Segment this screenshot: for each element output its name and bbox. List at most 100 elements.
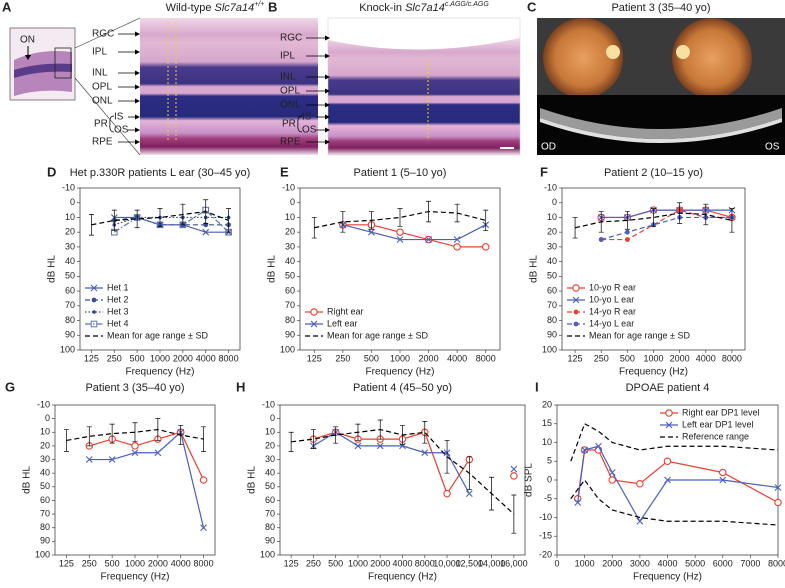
- x-tick-label: 125: [568, 353, 583, 363]
- y-tick-label: 50: [65, 271, 75, 281]
- data-point: [399, 442, 406, 450]
- error-bar: [203, 199, 209, 224]
- y-tick-label: 60: [40, 495, 50, 505]
- error-bar: [444, 440, 450, 474]
- x-axis-label: Frequency (Hz): [619, 367, 688, 378]
- eye-label: OS: [765, 142, 780, 153]
- series-line: [342, 224, 486, 241]
- x-tick-label: 250: [82, 558, 97, 568]
- legend-marker: [572, 296, 580, 304]
- layer-label: OS: [114, 125, 129, 136]
- genotype: +/+: [254, 1, 264, 8]
- legend-marker: [665, 421, 673, 429]
- x-axis-label: Frequency (Hz): [101, 572, 170, 583]
- data-point: [608, 476, 616, 484]
- arrow-head: [135, 70, 140, 76]
- legend-label: Het 4: [107, 318, 129, 328]
- y-tick-label: 10: [542, 437, 552, 447]
- x-tick-label: 8000: [194, 558, 214, 568]
- y-axis-label: dB SPL: [524, 463, 535, 497]
- layer-label: PR: [94, 119, 108, 130]
- y-tick-label: 20: [65, 227, 75, 237]
- y-tick-label: 0: [290, 197, 295, 207]
- y-axis-label: dB HL: [247, 466, 258, 494]
- x-tick-label: 4000: [447, 353, 467, 363]
- y-tick-label: 50: [40, 481, 50, 491]
- x-tick-label: 250: [107, 353, 122, 363]
- y-tick-label: 80: [40, 522, 50, 532]
- x-tick-label: 1000: [150, 353, 170, 363]
- error-bar: [226, 208, 232, 233]
- data-point: [154, 449, 162, 457]
- x-tick-label: 4000: [196, 353, 216, 363]
- y-tick-label: 20: [547, 227, 557, 237]
- x-tick-label: 500: [364, 353, 379, 363]
- y-axis-label: dB HL: [529, 255, 540, 283]
- error-bar: [63, 429, 69, 452]
- data-point: [718, 468, 727, 477]
- legend-marker: [573, 309, 579, 315]
- gene-name: Slc7a14: [215, 2, 255, 14]
- y-tick-label: 50: [547, 271, 557, 281]
- y-tick-label: 80: [265, 522, 275, 532]
- y-tick-label: 0: [547, 474, 552, 484]
- arrow-head: [325, 88, 330, 94]
- data-point: [465, 490, 473, 498]
- panel-label: C: [527, 0, 537, 14]
- legend-label: Reference range: [682, 431, 749, 441]
- series-line: [342, 224, 486, 248]
- error-bar: [703, 203, 709, 226]
- x-tick-label: 500: [130, 353, 145, 363]
- y-tick-label: 90: [547, 330, 557, 340]
- x-axis-label: Frequency (Hz): [366, 367, 435, 378]
- y-tick-label: 5: [547, 456, 552, 466]
- error-bar: [180, 203, 186, 226]
- legend-label: Left ear DP1 level: [682, 419, 754, 429]
- y-tick-label: -20: [539, 549, 552, 559]
- x-tick-label: 6000: [713, 558, 733, 568]
- y-tick-label: 60: [65, 285, 75, 295]
- y-tick-label: 10: [265, 427, 275, 437]
- series-line: [601, 209, 732, 241]
- error-bar: [624, 211, 630, 230]
- x-tick-label: 500: [620, 353, 635, 363]
- series-line: [577, 449, 779, 504]
- y-tick-label: 10: [40, 427, 50, 437]
- data-point: [108, 456, 116, 463]
- data-point: [774, 498, 782, 507]
- legend-marker: [572, 284, 580, 292]
- x-tick-label: 2000: [419, 353, 439, 363]
- x-tick-label: 16,000: [500, 558, 528, 568]
- chart-title: Patient 2 (10–15 yo): [604, 167, 703, 179]
- y-tick-label: 80: [547, 315, 557, 325]
- x-tick-label: 12,500: [456, 558, 484, 568]
- error-bar: [368, 211, 374, 230]
- error-bar: [483, 209, 489, 232]
- data-point: [443, 489, 451, 498]
- legend-marker: [90, 284, 98, 292]
- genotype: c.AGG/c.AGG: [445, 1, 490, 8]
- x-tick-label: 500: [328, 558, 343, 568]
- error-bar: [651, 208, 656, 227]
- series-line: [313, 432, 513, 493]
- layer-label: IS: [302, 112, 312, 123]
- pr-brace: [109, 115, 115, 133]
- error-bar: [86, 426, 92, 447]
- x-tick-label: 1000: [125, 558, 145, 568]
- y-tick-label: 90: [265, 536, 275, 546]
- y-tick-label: -10: [62, 182, 75, 192]
- data-point: [510, 465, 518, 473]
- arrow-head: [325, 102, 330, 108]
- legend-label: 10-yo L ear: [589, 294, 634, 304]
- layer-label: OS: [302, 125, 317, 136]
- data-point: [574, 499, 582, 506]
- layer-label: IS: [114, 112, 124, 123]
- x-tick-label: 8000: [722, 353, 742, 363]
- legend-label: 10-yo R ear: [589, 282, 636, 292]
- x-tick-label: 7000: [740, 558, 760, 568]
- data-point: [636, 517, 644, 525]
- y-tick-label: 90: [285, 330, 295, 340]
- y-tick-label: 0: [45, 413, 50, 423]
- panel-title: Knock-in Slc7a14c.AGG/c.AGG: [359, 1, 489, 14]
- arrow-head: [135, 98, 140, 104]
